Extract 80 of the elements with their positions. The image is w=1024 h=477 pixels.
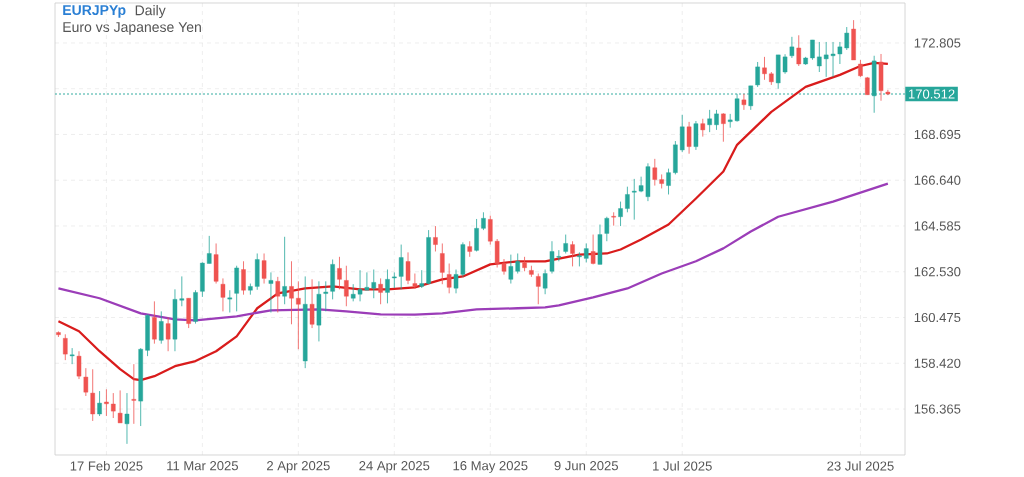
candlestick bbox=[714, 109, 719, 131]
candlestick bbox=[323, 280, 329, 312]
line-series bbox=[57, 182, 890, 322]
candlestick bbox=[686, 121, 692, 154]
candlestick bbox=[611, 211, 616, 226]
candlestick bbox=[152, 300, 157, 344]
candlestick bbox=[241, 260, 246, 295]
annotation: Daily bbox=[135, 4, 166, 18]
candlestick bbox=[385, 268, 390, 304]
text: Euro vs Japanese Yen bbox=[63, 22, 201, 35]
candlestick bbox=[275, 276, 281, 313]
candlestick bbox=[796, 34, 802, 67]
candlestick bbox=[789, 36, 795, 59]
candlestick bbox=[289, 260, 294, 325]
candlestick bbox=[63, 333, 68, 361]
x-tick-label: 24 Apr 2025 bbox=[359, 460, 430, 473]
x-tick-label: 2 Apr 2025 bbox=[267, 460, 330, 473]
candlestick bbox=[206, 235, 212, 264]
candlestick bbox=[762, 56, 767, 81]
y-tick-label: 168.695 bbox=[914, 129, 961, 139]
candlestick bbox=[440, 242, 445, 285]
candlestick bbox=[405, 251, 411, 285]
candlestick bbox=[563, 234, 568, 254]
candlestick bbox=[446, 262, 452, 294]
y-tick-label: 160.475 bbox=[914, 312, 961, 322]
candlestick bbox=[707, 109, 712, 133]
candlestick bbox=[741, 93, 747, 111]
candlestick bbox=[755, 61, 760, 88]
chart-title: EURJPYp bbox=[63, 5, 126, 18]
candlestick bbox=[810, 39, 815, 61]
candlestick bbox=[412, 272, 418, 289]
candlestick bbox=[693, 120, 699, 151]
candlestick bbox=[309, 278, 315, 329]
candlestick bbox=[679, 114, 685, 153]
candlestick bbox=[159, 310, 164, 344]
x-tick-label: 1 Jul 2025 bbox=[653, 460, 712, 471]
ref-line-label: 170.512 bbox=[908, 89, 955, 99]
y-tick-label: 156.365 bbox=[914, 404, 961, 414]
candlestick bbox=[165, 316, 171, 352]
candlestick bbox=[625, 186, 630, 213]
candlestick bbox=[104, 388, 109, 417]
x-tick-label: 11 Mar 2025 bbox=[167, 460, 239, 471]
candlestick bbox=[378, 277, 383, 305]
candlestick bbox=[590, 234, 596, 265]
candlestick bbox=[542, 268, 548, 295]
x-tick-label: 23 Jul 2025 bbox=[827, 460, 894, 471]
x-tick-label: 17 Feb 2025 bbox=[70, 460, 143, 471]
candlestick bbox=[433, 225, 438, 252]
candlestick bbox=[261, 252, 267, 284]
candlestick bbox=[604, 216, 610, 242]
x-tick-label: 9 Jun 2025 bbox=[554, 460, 619, 471]
candlestick bbox=[97, 390, 102, 417]
candlestick bbox=[268, 271, 274, 313]
candlestick bbox=[618, 201, 623, 227]
candlestick bbox=[220, 277, 226, 312]
y-tick-label: 164.585 bbox=[914, 221, 961, 231]
y-tick-label: 172.805 bbox=[914, 38, 961, 48]
y-tick-label: 158.420 bbox=[914, 358, 961, 368]
line-series bbox=[57, 61, 890, 382]
y-tick-label: 162.530 bbox=[914, 266, 961, 277]
candlestick bbox=[577, 251, 582, 267]
candlestick bbox=[296, 280, 301, 350]
candlestick bbox=[124, 392, 130, 445]
candlestick bbox=[536, 272, 541, 305]
candlestick bbox=[282, 236, 287, 305]
candlestick bbox=[584, 242, 589, 263]
candlestick bbox=[570, 240, 575, 267]
candlestick bbox=[69, 347, 75, 365]
candlestick bbox=[117, 389, 123, 424]
candlestick bbox=[337, 256, 342, 290]
candlestick bbox=[344, 265, 349, 307]
candlestick bbox=[721, 112, 726, 142]
y-tick-label: 166.640 bbox=[914, 175, 961, 185]
candlestick bbox=[474, 218, 479, 252]
candlestick bbox=[227, 289, 233, 313]
candlestick bbox=[111, 392, 116, 419]
x-tick-label: 16 May 2025 bbox=[453, 460, 528, 473]
candlestick bbox=[419, 269, 424, 289]
candlestick bbox=[666, 168, 671, 195]
candlestick bbox=[131, 363, 137, 425]
